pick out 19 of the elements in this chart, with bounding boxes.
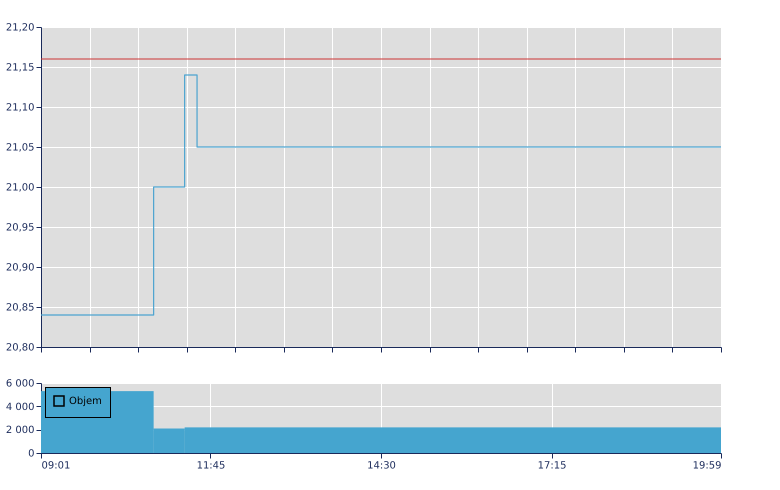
y-tick-label: 21,10 [6,102,34,114]
y-tick-label: 21,00 [6,182,34,194]
y-tick-label: 6 000 [6,378,34,390]
x-tick-label: 19:59 [692,460,722,472]
y-tick-label: 21,05 [6,142,34,154]
y-tick-label: 21,20 [6,22,34,34]
y-tick-label: 20,80 [6,342,34,354]
x-tick-label: 09:01 [42,460,70,472]
y-tick-label: 20,95 [6,222,34,234]
x-tick-label: 14:30 [367,460,396,472]
y-tick-label: 2 000 [6,425,34,436]
x-tick-label: 17:15 [538,460,566,472]
y-tick-label: 20,90 [6,262,34,274]
y-tick-label: 20,85 [6,302,34,314]
y-tick-label: 21,15 [6,62,34,74]
x-tick-label: 11:45 [196,460,226,472]
legend-label: Objem [69,396,102,407]
y-tick-label: 0 [28,448,34,460]
y-tick-label: 4 000 [6,402,34,413]
